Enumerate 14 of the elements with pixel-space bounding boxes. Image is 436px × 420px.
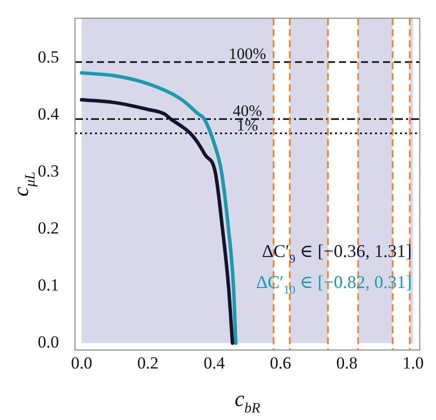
y-tick-label: 0.4 bbox=[38, 104, 60, 124]
y-tick-label: 0.1 bbox=[38, 276, 59, 295]
x-tick-label: 0.6 bbox=[270, 354, 292, 373]
x-tick-label: 0.4 bbox=[204, 354, 226, 373]
y-axis-title: cμL bbox=[8, 172, 39, 197]
x-tick-label: 0.2 bbox=[137, 354, 159, 373]
y-tick-label: 0.0 bbox=[38, 332, 59, 352]
x-tick-label: 0.0 bbox=[71, 354, 92, 373]
x-tick-label: 1.0 bbox=[402, 354, 424, 373]
annotation: 100% bbox=[228, 46, 266, 64]
x-tick-label: 0.8 bbox=[336, 354, 358, 373]
y-tick-label: 0.3 bbox=[38, 162, 59, 181]
y-tick-label: 0.2 bbox=[38, 218, 59, 238]
y-tick-label: 0.5 bbox=[38, 48, 59, 67]
